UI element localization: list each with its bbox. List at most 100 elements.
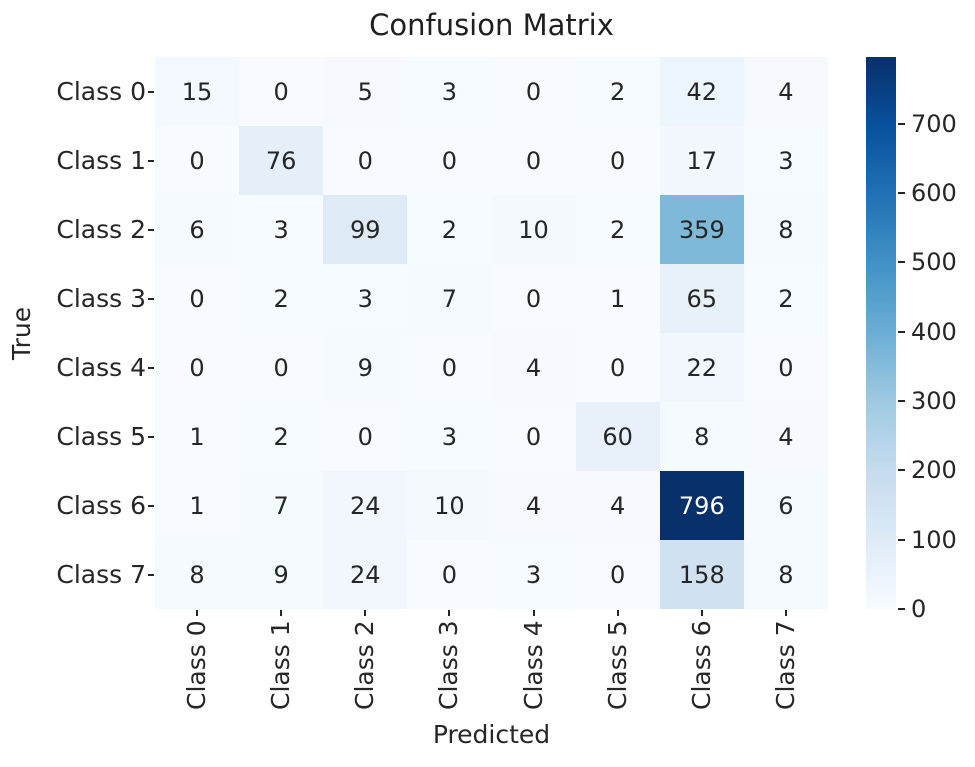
y-tick-label: Class 7 <box>56 559 146 589</box>
y-tick-label: Class 0 <box>56 76 146 106</box>
colorbar-tick-mark <box>898 330 905 333</box>
y-tick-mark <box>148 90 154 93</box>
y-tick-mark <box>148 504 154 507</box>
matrix-cell: 24 <box>323 540 408 609</box>
matrix-cell: 0 <box>575 333 660 402</box>
matrix-cell: 10 <box>491 195 576 264</box>
matrix-cell: 7 <box>407 264 492 333</box>
matrix-cell: 0 <box>491 126 576 195</box>
y-tick-label: Class 3 <box>56 283 146 313</box>
matrix-cell: 1 <box>155 471 240 540</box>
y-tick-mark <box>148 159 154 162</box>
y-tick-mark <box>148 297 154 300</box>
matrix-cell: 1 <box>155 402 240 471</box>
colorbar-tick-mark <box>898 538 905 541</box>
matrix-cell: 0 <box>575 540 660 609</box>
matrix-cell: 24 <box>323 471 408 540</box>
matrix-cell: 42 <box>659 57 744 126</box>
matrix-cell: 17 <box>659 126 744 195</box>
x-tick-label: Class 1 <box>266 620 296 710</box>
matrix-cell: 0 <box>155 264 240 333</box>
x-tick-label: Class 7 <box>770 620 800 710</box>
matrix-cell: 3 <box>407 402 492 471</box>
heatmap-grid: 15 0 5 3 0 2 42 4 0 76 0 0 0 0 17 3 6 3 99 2 10 2 359 8 0 2 3 7 0 1 65… <box>155 57 828 609</box>
colorbar-tick-label: 700 <box>911 109 957 138</box>
x-tick-mark <box>784 610 787 616</box>
matrix-cell: 8 <box>659 402 744 471</box>
matrix-cell: 8 <box>155 540 240 609</box>
x-tick-mark <box>532 610 535 616</box>
colorbar-tick-label: 600 <box>911 178 957 207</box>
matrix-cell: 0 <box>155 126 240 195</box>
matrix-cell: 9 <box>239 540 324 609</box>
y-tick-label: Class 2 <box>56 214 146 244</box>
matrix-cell: 0 <box>323 126 408 195</box>
matrix-cell: 3 <box>743 126 828 195</box>
y-tick-mark <box>148 366 154 369</box>
colorbar-tick-mark <box>898 469 905 472</box>
matrix-cell: 0 <box>239 333 324 402</box>
matrix-cell: 0 <box>407 126 492 195</box>
matrix-cell: 8 <box>743 195 828 264</box>
matrix-cell: 22 <box>659 333 744 402</box>
y-tick-mark <box>148 573 154 576</box>
matrix-cell: 1 <box>575 264 660 333</box>
y-tick-label: Class 6 <box>56 490 146 520</box>
matrix-cell: 2 <box>743 264 828 333</box>
y-tick-label: Class 1 <box>56 145 146 175</box>
colorbar-tick-mark <box>898 608 905 610</box>
y-tick-label: Class 5 <box>56 421 146 451</box>
matrix-cell: 15 <box>155 57 240 126</box>
matrix-cell: 0 <box>407 333 492 402</box>
matrix-cell: 3 <box>491 540 576 609</box>
matrix-cell: 2 <box>239 264 324 333</box>
matrix-cell: 65 <box>659 264 744 333</box>
matrix-cell: 158 <box>659 540 744 609</box>
matrix-cell: 3 <box>407 57 492 126</box>
matrix-cell: 76 <box>239 126 324 195</box>
matrix-cell: 2 <box>575 195 660 264</box>
x-tick-mark <box>196 610 199 616</box>
colorbar-tick-mark <box>898 191 905 194</box>
colorbar-tick-label: 400 <box>911 317 957 346</box>
matrix-cell: 4 <box>575 471 660 540</box>
x-tick-label: Class 0 <box>182 620 212 710</box>
matrix-cell: 0 <box>407 540 492 609</box>
chart-title: Confusion Matrix <box>369 8 614 42</box>
matrix-cell: 4 <box>491 333 576 402</box>
matrix-cell: 7 <box>239 471 324 540</box>
matrix-cell: 5 <box>323 57 408 126</box>
y-tick-mark <box>148 228 154 231</box>
x-tick-mark <box>364 610 367 616</box>
matrix-cell: 60 <box>575 402 660 471</box>
x-tick-label: Class 2 <box>350 620 380 710</box>
matrix-cell: 99 <box>323 195 408 264</box>
matrix-cell: 10 <box>407 471 492 540</box>
matrix-cell: 9 <box>323 333 408 402</box>
matrix-cell: 3 <box>239 195 324 264</box>
matrix-cell: 796 <box>659 471 744 540</box>
colorbar-tick-label: 300 <box>911 386 957 415</box>
colorbar <box>866 57 896 609</box>
matrix-cell: 0 <box>491 264 576 333</box>
x-tick-label: Class 3 <box>434 620 464 710</box>
matrix-cell: 0 <box>491 402 576 471</box>
x-tick-mark <box>448 610 451 616</box>
colorbar-tick-mark <box>898 122 905 125</box>
matrix-cell: 3 <box>323 264 408 333</box>
matrix-cell: 4 <box>743 57 828 126</box>
colorbar-tick-mark <box>898 399 905 402</box>
x-axis-label: Predicted <box>432 720 551 749</box>
x-tick-mark <box>700 610 703 616</box>
x-tick-label: Class 5 <box>602 620 632 710</box>
matrix-cell: 0 <box>239 57 324 126</box>
matrix-cell: 4 <box>491 471 576 540</box>
matrix-cell: 6 <box>743 471 828 540</box>
matrix-cell: 0 <box>743 333 828 402</box>
matrix-cell: 4 <box>743 402 828 471</box>
y-tick-mark <box>148 435 154 438</box>
matrix-cell: 0 <box>491 57 576 126</box>
colorbar-tick-label: 500 <box>911 248 957 277</box>
matrix-cell: 2 <box>575 57 660 126</box>
matrix-cell: 0 <box>575 126 660 195</box>
